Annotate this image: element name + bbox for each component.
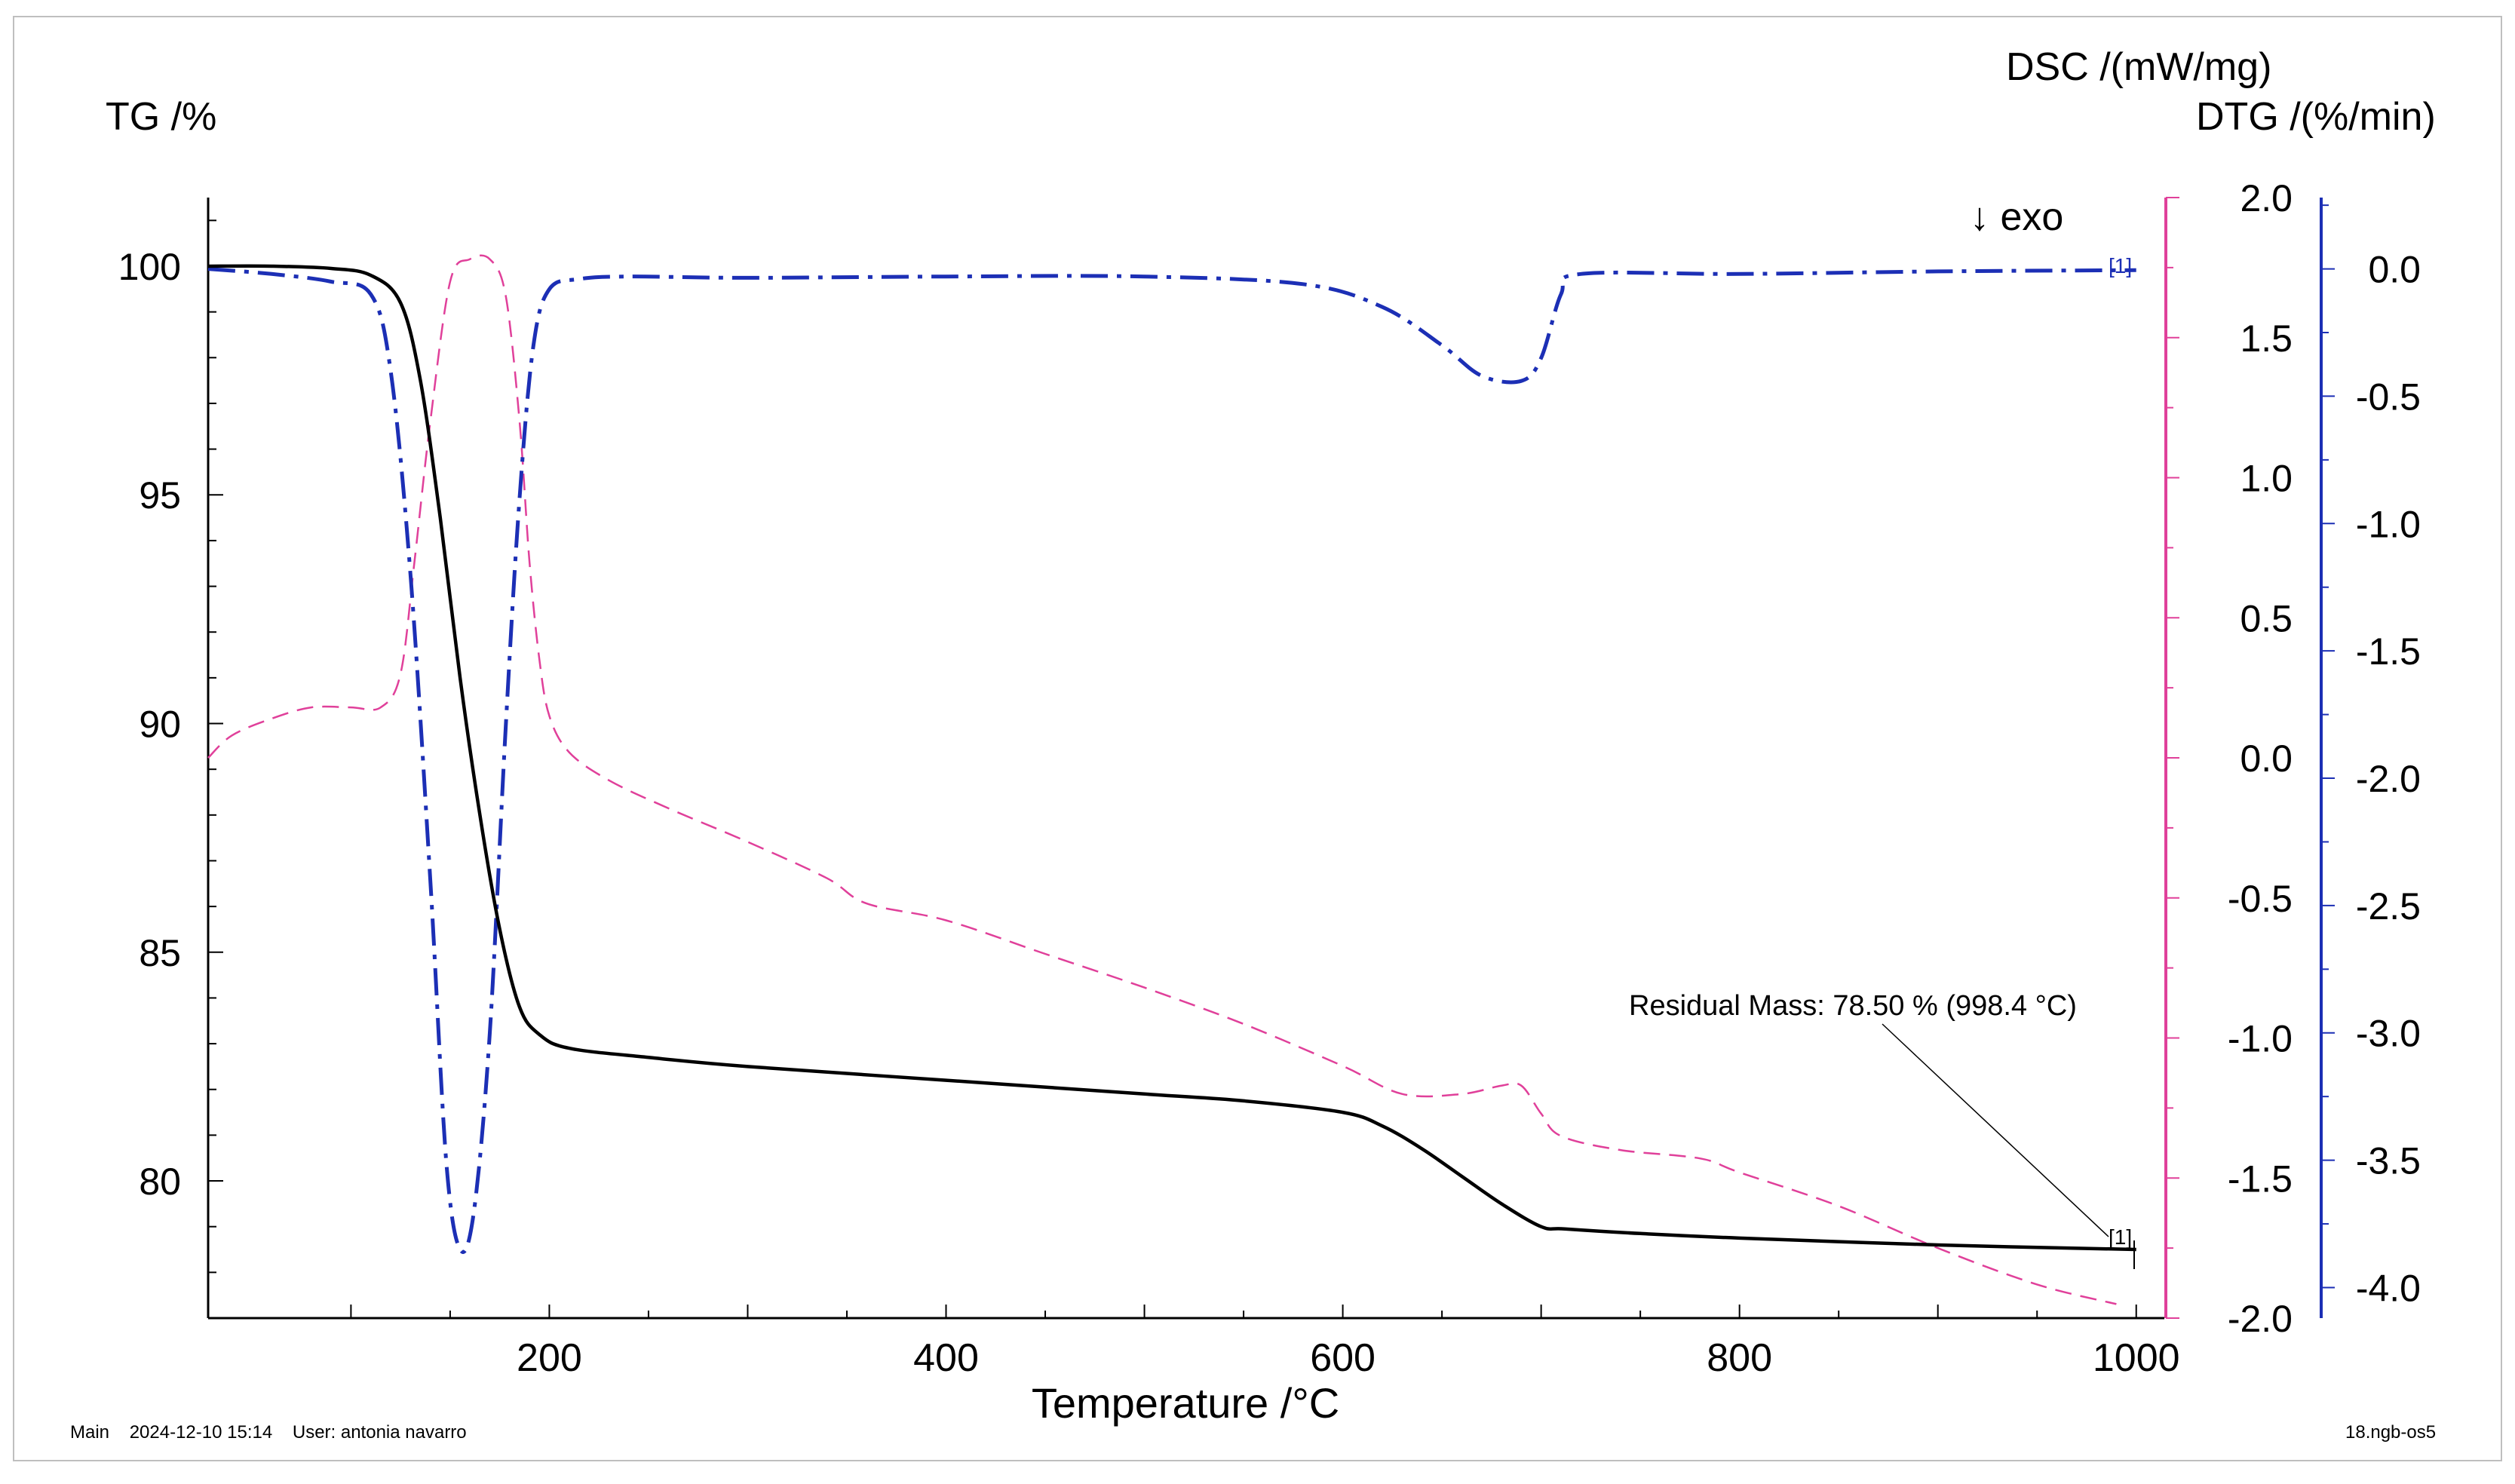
frame-border	[13, 16, 2502, 1461]
x-tick-label: 600	[1310, 1336, 1376, 1380]
tg-marker-label: [1]	[2109, 1225, 2132, 1249]
dtg-tick-label: -3.0	[2356, 1013, 2421, 1055]
dsc-tick-label: 1.0	[2240, 458, 2293, 500]
dtg-tick-label: -0.5	[2356, 376, 2421, 418]
dtg-marker-label: [1]	[2109, 254, 2132, 277]
dsc-tick-label: 1.5	[2240, 317, 2293, 360]
footer-left: Main 2024-12-10 15:14 User: antonia nava…	[70, 1422, 467, 1443]
dtg-axis-title: DTG /(%/min)	[2196, 95, 2436, 139]
dtg-tick-label: -2.5	[2356, 885, 2421, 928]
dtg-tick-label: -1.5	[2356, 630, 2421, 673]
dtg-tick-label: -2.0	[2356, 758, 2421, 800]
x-tick-label: 200	[517, 1336, 582, 1380]
dsc-tick-label: -1.5	[2228, 1157, 2293, 1200]
tg-tick-label: 90	[139, 704, 181, 746]
x-axis-title: Temperature /°C	[1032, 1379, 1339, 1427]
series-tg-line	[207, 264, 2136, 1252]
tg-tick-label: 95	[139, 474, 181, 517]
exo-label: ↓ exo	[1970, 195, 2063, 239]
dtg-tick-label: -1.0	[2356, 503, 2421, 545]
dsc-tick-label: 2.0	[2240, 177, 2293, 219]
dtg-tick-label: 0.0	[2368, 249, 2421, 291]
tg-tick-label: 80	[139, 1161, 181, 1203]
series-dsc-line	[207, 254, 2117, 1305]
x-tick-label: 800	[1707, 1336, 1772, 1380]
series-lines	[207, 254, 2136, 1305]
dsc-tick-label: -1.0	[2228, 1018, 2293, 1060]
tg-tick-label: 100	[118, 246, 181, 288]
x-tick-label: 1000	[2093, 1336, 2180, 1380]
axes: 200 400 600 800 1000 80 85 90 95 100 2.0 1.5 1.0 0.5 0…	[118, 177, 2421, 1380]
dsc-axis-title: DSC /(mW/mg)	[2006, 45, 2271, 89]
tg-tick-label: 85	[139, 932, 181, 974]
dtg-tick-label: -3.5	[2356, 1140, 2421, 1182]
tg-axis-title: TG /%	[106, 95, 216, 139]
dsc-tick-label: 0.5	[2240, 597, 2293, 639]
x-tick-label: 400	[913, 1336, 979, 1380]
dsc-tick-label: -2.0	[2228, 1298, 2293, 1340]
series-dtg-line	[207, 267, 2136, 1254]
residual-mass-label: Residual Mass: 78.50 % (998.4 °C)	[1629, 990, 2077, 1022]
dtg-tick-label: -4.0	[2356, 1267, 2421, 1309]
dsc-tick-label: 0.0	[2240, 737, 2293, 780]
residual-leader-line	[1882, 1023, 2109, 1237]
footer-right: 18.ngb-os5	[2345, 1422, 2437, 1443]
dsc-tick-label: -0.5	[2228, 878, 2293, 920]
